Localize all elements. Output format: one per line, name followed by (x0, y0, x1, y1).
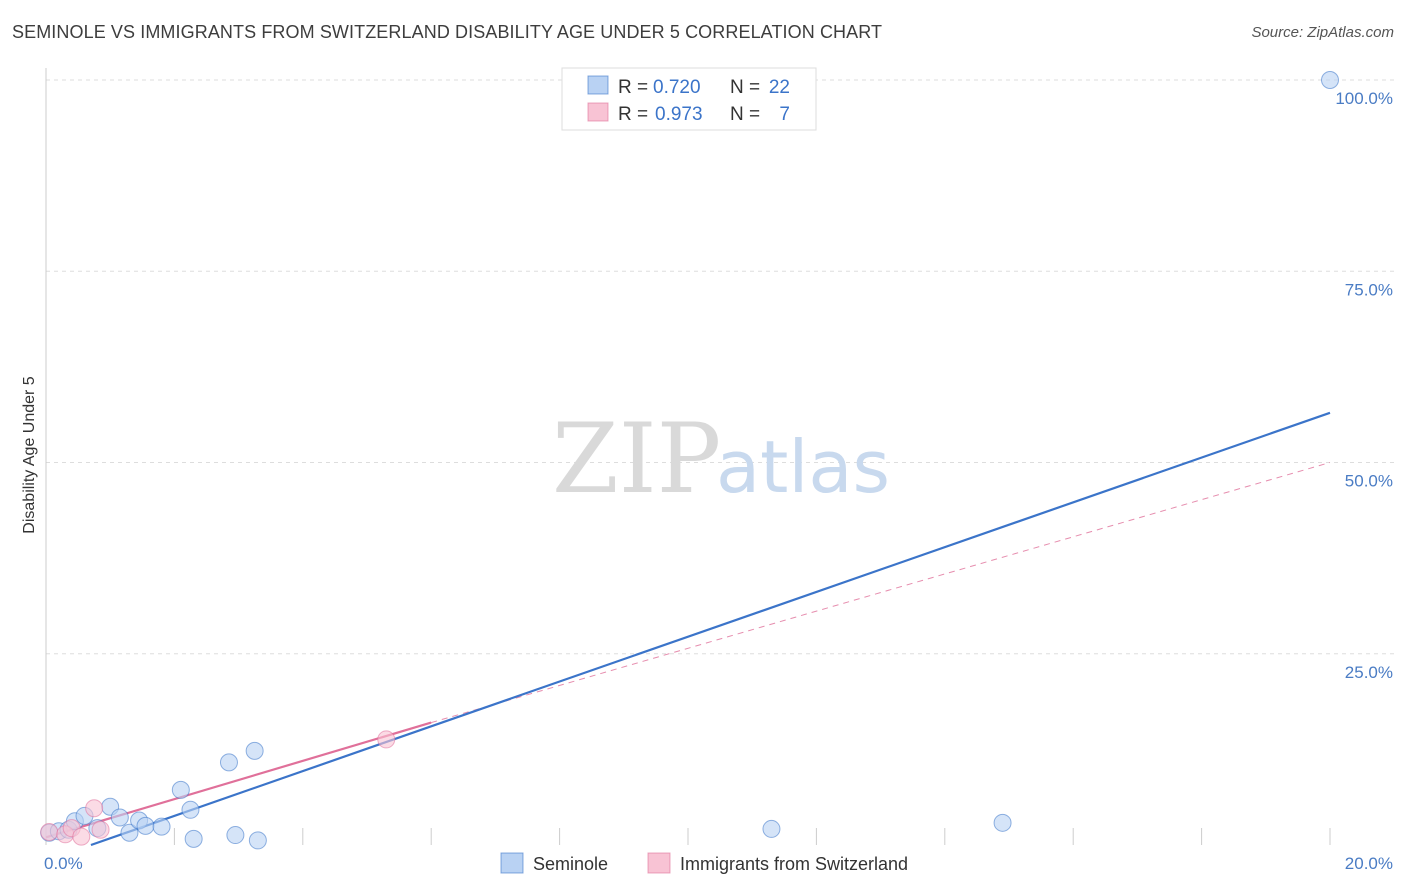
x-tick-label-min: 0.0% (44, 854, 83, 873)
legend-n-value-1: 22 (769, 77, 790, 98)
point-seminole-7 (110, 808, 129, 827)
legend-n-value-2: 7 (779, 104, 790, 125)
grid-lines (46, 79, 1395, 655)
source-label: Source: ZipAtlas.com (1251, 24, 1394, 41)
y-tick-label-25: 25.0% (1345, 663, 1393, 682)
y-tick-label-75: 75.0% (1345, 280, 1393, 299)
point-switzerland-0 (40, 822, 59, 841)
legend: R = 0.720 N = 22 R = 0.973 N = 7 (561, 67, 817, 131)
bottom-legend-label-switzerland: Immigrants from Switzerland (680, 854, 908, 874)
point-seminole-8 (120, 823, 139, 842)
point-seminole-21 (1321, 71, 1339, 89)
trend-line-switzerland (45, 721, 432, 839)
watermark-zip: ZIP (552, 403, 721, 515)
point-switzerland-4 (85, 799, 104, 818)
point-switzerland-5 (91, 820, 110, 839)
legend-r-label-1: R = (618, 77, 648, 98)
point-seminole-20 (993, 813, 1012, 832)
point-seminole-13 (181, 800, 200, 819)
data-points (40, 71, 1339, 850)
point-seminole-11 (152, 817, 171, 836)
legend-r-value-1: 0.720 (653, 77, 701, 98)
point-seminole-17 (245, 741, 264, 760)
bottom-legend-label-seminole: Seminole (533, 854, 608, 874)
y-tick-label-100: 100.0% (1335, 89, 1393, 108)
point-seminole-14 (184, 829, 203, 848)
point-switzerland-6 (377, 730, 396, 749)
legend-swatch-switzerland (587, 102, 609, 122)
point-seminole-12 (171, 780, 190, 799)
trend-line-seminole (90, 411, 1331, 847)
trend-line-switzerland-extended (431, 462, 1331, 724)
x-tick-label-max: 20.0% (1345, 854, 1393, 873)
bottom-legend-swatch-seminole (500, 852, 524, 874)
legend-swatch-seminole (587, 75, 609, 95)
watermark-atlas: atlas (716, 425, 890, 509)
y-tick-label-50: 50.0% (1345, 472, 1393, 491)
point-seminole-19 (762, 819, 781, 838)
tick-labels: 25.0% 50.0% 75.0% 100.0% 0.0% 20.0% (44, 89, 1393, 873)
bottom-legend: Seminole Immigrants from Switzerland (500, 852, 908, 874)
point-seminole-15 (219, 753, 238, 772)
legend-n-label-1: N = (730, 77, 760, 98)
point-seminole-18 (248, 831, 267, 850)
point-switzerland-3 (72, 827, 91, 846)
legend-r-value-2: 0.973 (655, 104, 703, 125)
point-seminole-10 (136, 816, 155, 835)
point-seminole-16 (226, 826, 245, 845)
bottom-legend-swatch-switzerland (647, 852, 671, 874)
legend-r-label-2: R = (618, 104, 648, 125)
legend-n-label-2: N = (730, 104, 760, 125)
trend-lines (45, 411, 1331, 847)
chart-title: SEMINOLE VS IMMIGRANTS FROM SWITZERLAND … (12, 22, 883, 42)
y-axis-title: Disability Age Under 5 (21, 376, 38, 534)
axes (45, 68, 1331, 845)
